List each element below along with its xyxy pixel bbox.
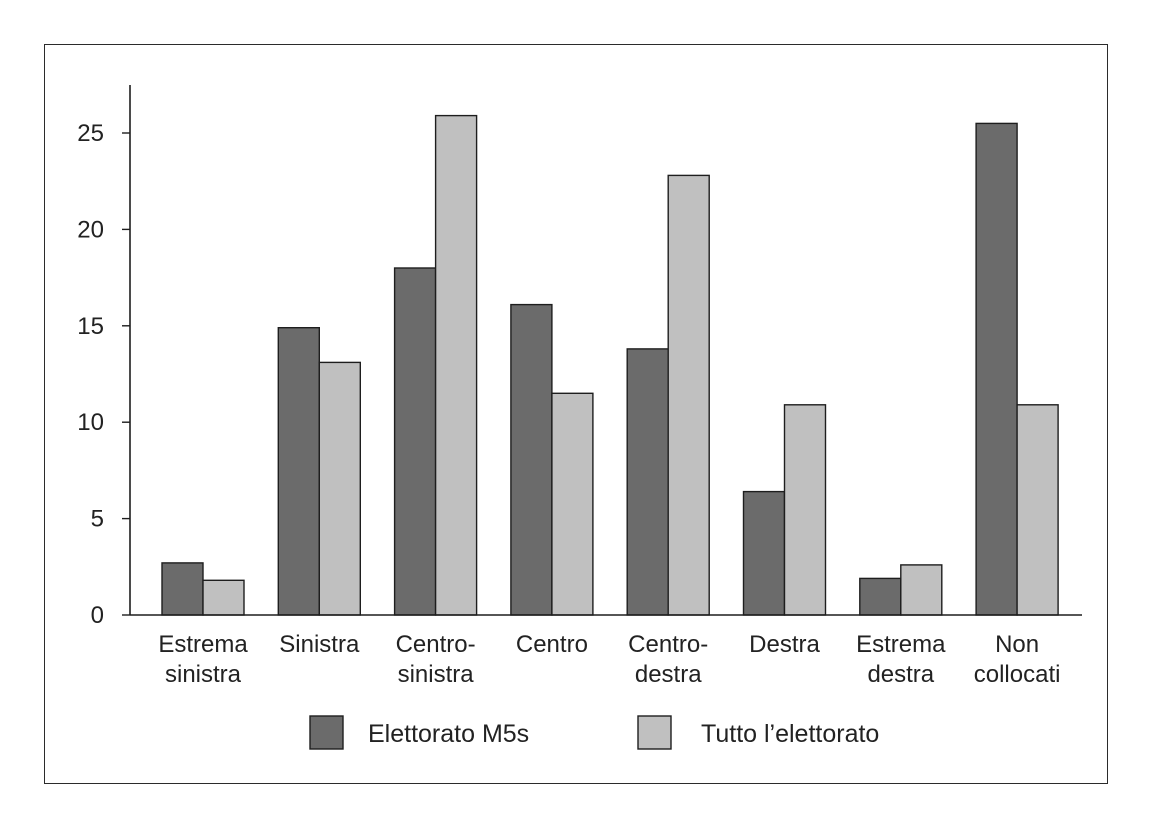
bar-tutto-7 bbox=[1016, 404, 1059, 616]
legend-label-tutto: Tutto l’elettorato bbox=[701, 720, 879, 748]
bar-m5s-1 bbox=[277, 327, 320, 616]
y-tick-label-15: 15 bbox=[77, 313, 104, 340]
axes-layer bbox=[122, 85, 1082, 616]
y-tick-label-10: 10 bbox=[77, 409, 104, 436]
bars-layer bbox=[161, 114, 1059, 616]
bar-tutto-2 bbox=[434, 114, 478, 616]
y-tick-label-0: 0 bbox=[91, 602, 104, 629]
legend-swatch-m5s bbox=[309, 715, 344, 750]
bar-m5s-4 bbox=[626, 348, 669, 616]
y-tick-label-20: 20 bbox=[77, 216, 104, 243]
category-label-6: Estrema destra bbox=[856, 631, 946, 688]
bar-m5s-0 bbox=[161, 562, 204, 616]
labels-layer: 0 5 10 15 20 25 Estrema sinistra Sinistra Centro-… bbox=[77, 120, 1060, 688]
bar-m5s-5 bbox=[742, 490, 786, 616]
bar-m5s-6 bbox=[859, 577, 902, 616]
category-label-4: Centro-destra bbox=[628, 631, 708, 688]
legend: Elettorato M5s Tutto l’elettorato bbox=[309, 715, 879, 750]
category-label-3: Centro bbox=[516, 631, 588, 658]
category-label-5: Destra bbox=[749, 631, 820, 658]
bar-tutto-1 bbox=[318, 361, 361, 616]
category-label-0: Estrema sinistra bbox=[158, 631, 248, 688]
legend-label-m5s: Elettorato M5s bbox=[368, 720, 529, 748]
legend-swatch-tutto bbox=[637, 715, 672, 750]
category-label-7: Non collocati bbox=[974, 631, 1061, 688]
category-label-1: Sinistra bbox=[279, 631, 360, 658]
y-tick-label-25: 25 bbox=[77, 120, 104, 147]
y-tick-label-5: 5 bbox=[91, 506, 104, 533]
bar-tutto-3 bbox=[551, 392, 594, 616]
category-label-2: Centro-sinistra bbox=[396, 631, 476, 688]
chart-frame bbox=[44, 44, 1108, 784]
bar-tutto-5 bbox=[783, 404, 827, 616]
bar-tutto-6 bbox=[900, 564, 943, 616]
bar-m5s-3 bbox=[510, 303, 553, 616]
bar-tutto-4 bbox=[667, 174, 710, 616]
bar-m5s-7 bbox=[975, 122, 1018, 616]
bar-m5s-2 bbox=[393, 267, 437, 616]
bar-tutto-0 bbox=[202, 579, 245, 616]
